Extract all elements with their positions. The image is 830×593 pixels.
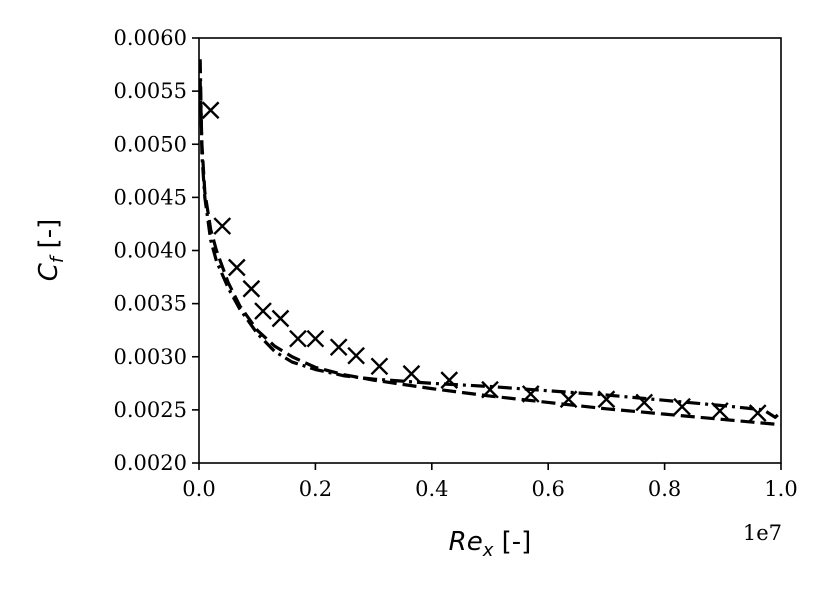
x-tick-label: 0.6 <box>531 477 564 501</box>
data-point-marker <box>306 329 325 348</box>
data-point-marker <box>254 302 272 320</box>
data-point-marker <box>227 258 246 277</box>
x-tick-label: 0.4 <box>415 477 448 501</box>
data-point-marker <box>213 217 232 235</box>
data-point-marker <box>201 101 220 120</box>
x-offset-label: 1e7 <box>743 521 782 545</box>
y-tick-label: 0.0060 <box>114 26 187 50</box>
y-tick-label: 0.0040 <box>114 239 187 263</box>
data-point-marker <box>481 380 499 399</box>
x-tick-label: 0.0 <box>182 477 215 501</box>
y-axis-label: Cf [-] <box>34 219 68 281</box>
y-tick-label: 0.0025 <box>114 398 187 422</box>
series-dashdot-line <box>199 59 781 419</box>
data-point-marker <box>748 404 767 422</box>
data-point-marker <box>440 371 459 389</box>
data-point-marker <box>635 393 654 412</box>
y-tick-label: 0.0055 <box>114 79 187 103</box>
x-tick-label: 0.8 <box>648 477 681 501</box>
data-point-marker <box>711 402 729 420</box>
data-point-marker <box>370 357 389 376</box>
data-point-marker <box>242 279 261 298</box>
x-tick-label: 0.2 <box>299 477 332 501</box>
data-point-marker <box>347 346 365 365</box>
data-point-marker <box>402 364 421 383</box>
data-point-marker <box>329 338 348 357</box>
ticks: 0.0 0.2 0.4 0.6 0.8 1.0 0.0020 0.0025 0.0030 0.00… <box>114 26 798 501</box>
data-point-marker <box>271 309 290 328</box>
data-point-marker <box>289 329 307 348</box>
y-tick-label: 0.0050 <box>114 132 187 156</box>
y-tick-label: 0.0045 <box>114 185 187 209</box>
y-tick-label: 0.0030 <box>114 345 187 369</box>
y-tick-label: 0.0035 <box>114 292 187 316</box>
x-axis-label: Rex [-] <box>449 527 532 561</box>
x-tick-label: 1.0 <box>764 477 797 501</box>
plot-area <box>199 59 781 427</box>
series-dashed-line <box>199 80 781 427</box>
y-tick-label: 0.0020 <box>114 451 187 475</box>
data-point-marker <box>673 397 691 416</box>
data-point-marker <box>559 390 578 409</box>
data-point-marker <box>521 385 540 403</box>
data-point-marker <box>597 390 616 409</box>
